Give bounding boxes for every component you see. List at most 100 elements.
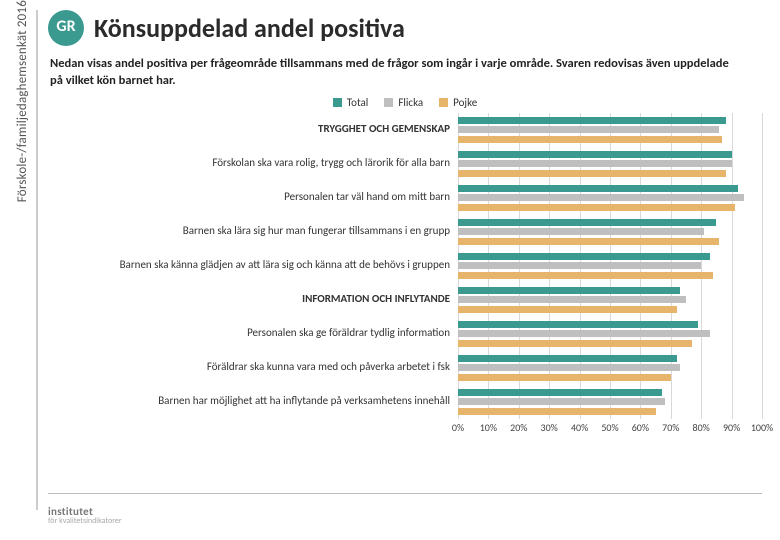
gridline	[762, 249, 763, 283]
x-tick: 0%	[452, 421, 464, 434]
axis-spacer	[48, 419, 458, 437]
legend-swatch-flicka	[384, 98, 393, 107]
x-tick: 30%	[541, 421, 558, 434]
bar-pojke	[458, 340, 692, 347]
legend-item-total: Total	[333, 96, 369, 109]
bar-flicka	[458, 398, 665, 405]
legend-item-flicka: Flicka	[384, 96, 423, 109]
section-label: TRYGGHET OCH GEMENSKAP	[48, 123, 458, 136]
legend-item-pojke: Pojke	[439, 96, 477, 109]
question-label: Personalen tar väl hand om mitt barn	[48, 191, 458, 204]
bar-total	[458, 389, 662, 396]
header: Könsuppdelad andel positiva	[48, 8, 762, 46]
legend-label-pojke: Pojke	[453, 96, 477, 109]
bar-group	[458, 355, 762, 381]
page-title: Könsuppdelad andel positiva	[94, 12, 405, 44]
bar-pojke	[458, 136, 722, 143]
x-tick: 90%	[723, 421, 740, 434]
bar-flicka	[458, 296, 686, 303]
footer-subtext: för kvalitetsindikatorer	[48, 516, 122, 526]
chart-row: Personalen tar väl hand om mitt barn	[48, 181, 762, 215]
bar-group	[458, 287, 762, 313]
bar-flicka	[458, 262, 701, 269]
legend-label-flicka: Flicka	[398, 96, 423, 109]
gridline	[762, 215, 763, 249]
chart-row: TRYGGHET OCH GEMENSKAP	[48, 113, 762, 147]
chart-row: Barnen har möjlighet att ha inflytande p…	[48, 385, 762, 419]
gridline	[762, 283, 763, 317]
plot-area	[458, 385, 762, 419]
intro-text: Nedan visas andel positiva per frågeområ…	[50, 56, 740, 90]
legend-swatch-pojke	[439, 98, 448, 107]
bar-pojke	[458, 204, 735, 211]
bar-total	[458, 219, 716, 226]
section-label: INFORMATION OCH INFLYTANDE	[48, 293, 458, 306]
x-tick: 40%	[571, 421, 588, 434]
gridline	[762, 147, 763, 181]
chart-row: Förskolan ska vara rolig, trygg och läro…	[48, 147, 762, 181]
gridline	[762, 385, 763, 419]
bar-total	[458, 117, 726, 124]
question-label: Barnen ska känna glädjen av att lära sig…	[48, 259, 458, 272]
gridline	[762, 351, 763, 385]
bar-total	[458, 355, 677, 362]
chart: TRYGGHET OCH GEMENSKAP Förskolan ska vara…	[48, 113, 762, 437]
footer: institutet för kvalitetsindikatorer	[48, 505, 122, 526]
chart-row: Barnen ska känna glädjen av att lära sig…	[48, 249, 762, 283]
x-axis-ticks: 0%10%20%30%40%50%60%70%80%90%100%	[458, 419, 762, 437]
bar-group	[458, 321, 762, 347]
bar-total	[458, 151, 732, 158]
bar-flicka	[458, 364, 680, 371]
bar-flicka	[458, 126, 719, 133]
bar-group	[458, 253, 762, 279]
chart-row: Personalen ska ge föräldrar tydlig infor…	[48, 317, 762, 351]
bar-group	[458, 117, 762, 143]
x-axis: 0%10%20%30%40%50%60%70%80%90%100%	[48, 419, 762, 437]
question-label: Barnen har möjlighet att ha inflytande p…	[48, 395, 458, 408]
plot-area	[458, 181, 762, 215]
x-tick: 50%	[601, 421, 618, 434]
bar-total	[458, 253, 710, 260]
chart-row: INFORMATION OCH INFLYTANDE	[48, 283, 762, 317]
x-tick: 100%	[751, 421, 773, 434]
gridline	[762, 317, 763, 351]
bar-pojke	[458, 238, 719, 245]
question-label: Förskolan ska vara rolig, trygg och läro…	[48, 157, 458, 170]
gridline	[762, 113, 763, 147]
plot-area	[458, 317, 762, 351]
bar-group	[458, 185, 762, 211]
footer-divider	[48, 493, 762, 494]
bar-flicka	[458, 194, 744, 201]
bar-pojke	[458, 306, 677, 313]
legend-label-total: Total	[347, 96, 369, 109]
gr-logo	[48, 10, 84, 46]
sidebar-vertical-label-text: Förskole-/familjedaghemsenkät 2016	[15, 0, 30, 216]
bar-total	[458, 287, 680, 294]
x-tick: 10%	[480, 421, 497, 434]
bar-group	[458, 389, 762, 415]
chart-row: Föräldrar ska kunna vara med och påverka…	[48, 351, 762, 385]
sidebar-vertical-label: Förskole-/familjedaghemsenkät 2016	[8, 0, 36, 540]
question-label: Barnen ska lära sig hur man fungerar til…	[48, 225, 458, 238]
gridline	[762, 181, 763, 215]
bar-flicka	[458, 228, 704, 235]
bar-flicka	[458, 160, 732, 167]
bar-pojke	[458, 408, 656, 415]
plot-area	[458, 249, 762, 283]
x-tick: 60%	[632, 421, 649, 434]
question-label: Föräldrar ska kunna vara med och påverka…	[48, 361, 458, 374]
x-tick: 70%	[662, 421, 679, 434]
x-tick: 80%	[693, 421, 710, 434]
page: Förskole-/familjedaghemsenkät 2016 Könsu…	[0, 0, 780, 540]
legend: Total Flicka Pojke	[48, 96, 762, 109]
plot-area	[458, 283, 762, 317]
bar-pojke	[458, 170, 726, 177]
plot-area	[458, 215, 762, 249]
chart-row: Barnen ska lära sig hur man fungerar til…	[48, 215, 762, 249]
bar-total	[458, 185, 738, 192]
plot-area	[458, 147, 762, 181]
plot-area	[458, 351, 762, 385]
bar-flicka	[458, 330, 710, 337]
bar-total	[458, 321, 698, 328]
question-label: Personalen ska ge föräldrar tydlig infor…	[48, 327, 458, 340]
